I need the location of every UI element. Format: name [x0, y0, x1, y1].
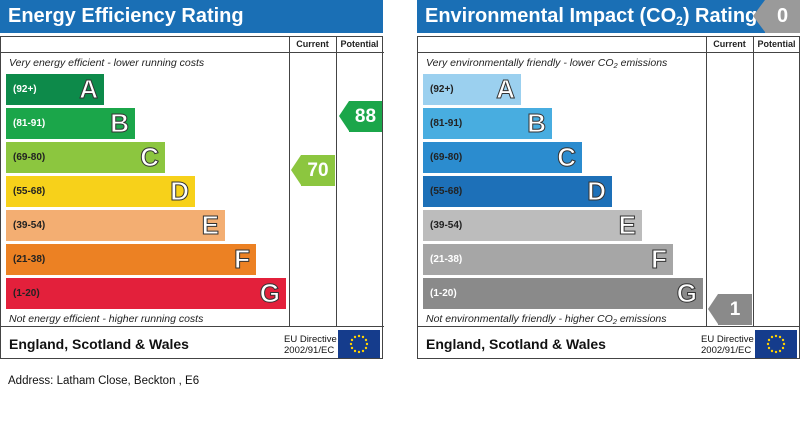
rating-band-a: (92+) A [423, 74, 521, 105]
band-range-label: (39-54) [13, 220, 46, 231]
note-top: Very environmentally friendly - lower CO… [426, 57, 667, 70]
band-letter: B [110, 108, 130, 139]
note-bottom-sub: 2 [612, 317, 617, 326]
rating-band-e: (39-54) E [423, 210, 642, 241]
eu-stars-icon [766, 334, 786, 354]
eu-directive-label: EU Directive 2002/91/EC [284, 334, 337, 356]
eu-stars-icon [349, 334, 369, 354]
current-rating-value: 1 [718, 294, 752, 325]
potential-column-header: Potential [757, 39, 796, 49]
note-bottom: Not energy efficient - higher running co… [9, 313, 204, 325]
property-address: Address: Latham Close, Beckton , E6 [8, 375, 200, 387]
environmental-impact-panel: Environmental Impact (CO2) Rating 0 Curr… [417, 0, 800, 359]
rating-band-a: (92+) A [6, 74, 104, 105]
energy-rating-table: Current Potential Very energy efficient … [0, 36, 384, 359]
rating-band-d: (55-68) D [6, 176, 195, 207]
current-rating-value: 70 [301, 155, 335, 186]
current-column-header: Current [713, 39, 746, 49]
divider [418, 326, 800, 327]
rating-band-f: (21-38) F [423, 244, 673, 275]
band-range-label: (69-80) [13, 152, 46, 163]
rating-band-b: (81-91) B [6, 108, 135, 139]
eu-directive-line1: EU Directive [701, 334, 754, 345]
band-letter: F [234, 244, 251, 275]
eu-directive-line2: 2002/91/EC [701, 345, 752, 356]
band-letter: E [201, 210, 219, 241]
country-label: England, Scotland & Wales [426, 336, 606, 352]
potential-column-header: Potential [340, 39, 379, 49]
note-bottom-main: Not environmentally friendly - higher CO [426, 313, 613, 325]
band-range-label: (1-20) [430, 288, 457, 299]
eu-flag-icon [338, 330, 380, 358]
divider [1, 326, 384, 327]
band-range-label: (81-91) [13, 118, 46, 129]
environment-title-end: ) Rating [682, 5, 758, 27]
divider [1, 52, 384, 53]
eu-directive-line2: 2002/91/EC [284, 345, 335, 356]
band-letter: G [676, 278, 697, 309]
band-letter: E [618, 210, 636, 241]
rating-band-g: (1-20) G [6, 278, 286, 309]
band-letter: D [170, 176, 190, 207]
co2-badge: 0 [753, 0, 800, 33]
divider [418, 52, 800, 53]
note-bottom: Not environmentally friendly - higher CO… [426, 313, 667, 326]
energy-efficiency-panel: Energy Efficiency Rating Current Potenti… [0, 0, 384, 359]
note-top-end: emissions [617, 57, 668, 69]
potential-rating-value: 88 [349, 101, 382, 132]
divider [289, 37, 290, 326]
country-label: England, Scotland & Wales [9, 336, 189, 352]
eu-directive-label: EU Directive 2002/91/EC [701, 334, 754, 356]
environment-rating-table: Current Potential Very environmentally f… [417, 36, 800, 359]
rating-band-g: (1-20) G [423, 278, 703, 309]
rating-band-c: (69-80) C [423, 142, 582, 173]
band-range-label: (69-80) [430, 152, 463, 163]
band-letter: G [259, 278, 280, 309]
band-range-label: (21-38) [13, 254, 46, 265]
band-range-label: (21-38) [430, 254, 463, 265]
eu-flag-icon [755, 330, 797, 358]
eu-directive-line1: EU Directive [284, 334, 337, 345]
rating-band-d: (55-68) D [423, 176, 612, 207]
band-letter: C [140, 142, 160, 173]
rating-band-f: (21-38) F [6, 244, 256, 275]
band-range-label: (92+) [430, 84, 454, 95]
band-letter: C [557, 142, 577, 173]
band-letter: A [496, 74, 516, 105]
note-top: Very energy efficient - lower running co… [9, 57, 205, 69]
divider [706, 37, 707, 326]
band-range-label: (92+) [13, 84, 37, 95]
divider [336, 37, 337, 326]
rating-band-b: (81-91) B [423, 108, 552, 139]
band-range-label: (39-54) [430, 220, 463, 231]
band-letter: F [651, 244, 668, 275]
band-range-label: (55-68) [430, 186, 463, 197]
note-top-main: Very environmentally friendly - lower CO [426, 57, 614, 69]
current-column-header: Current [296, 39, 329, 49]
band-letter: A [79, 74, 99, 105]
band-letter: B [527, 108, 547, 139]
environment-title-main: Environmental Impact (CO [425, 5, 677, 27]
band-range-label: (1-20) [13, 288, 40, 299]
divider [753, 37, 754, 326]
note-top-sub: 2 [613, 61, 618, 70]
co2-badge-value: 0 [765, 0, 800, 33]
note-bottom-end: emissions [616, 313, 667, 325]
rating-band-e: (39-54) E [6, 210, 225, 241]
band-range-label: (81-91) [430, 118, 463, 129]
band-range-label: (55-68) [13, 186, 46, 197]
environment-title-sub: 2 [676, 14, 683, 28]
rating-band-c: (69-80) C [6, 142, 165, 173]
environment-title: Environmental Impact (CO2) Rating [417, 0, 800, 33]
band-letter: D [587, 176, 607, 207]
energy-title: Energy Efficiency Rating [0, 0, 383, 33]
